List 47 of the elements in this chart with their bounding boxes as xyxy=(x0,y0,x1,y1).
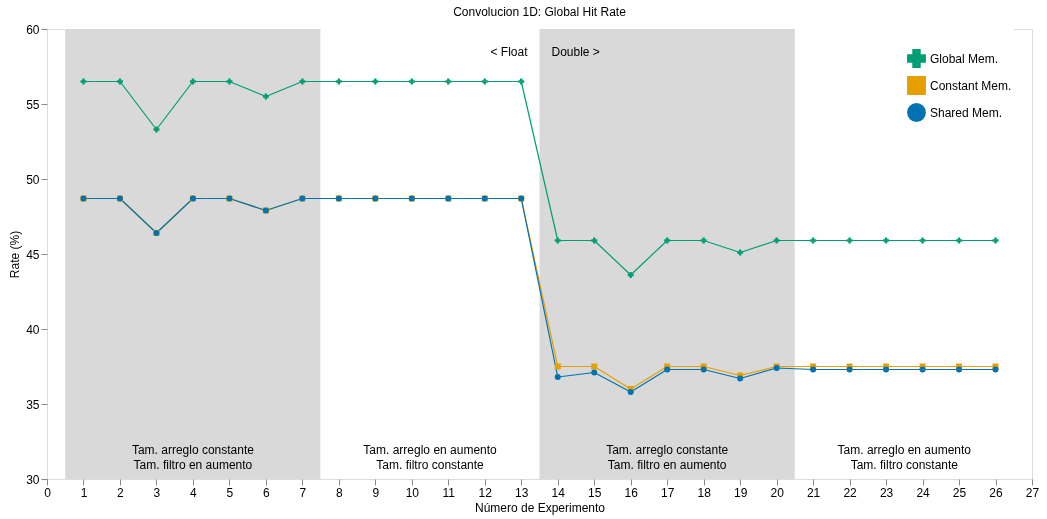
x-tick-label: 7 xyxy=(299,485,307,500)
x-tick-label: 19 xyxy=(733,485,748,500)
x-tick-label: 6 xyxy=(263,485,271,500)
x-tick-label: 11 xyxy=(442,485,456,500)
x-tick-label: 20 xyxy=(770,485,785,500)
x-tick-label: 8 xyxy=(336,485,344,500)
x-tick-label: 10 xyxy=(405,485,420,500)
x-tick-label: 17 xyxy=(661,485,675,500)
x-tick-label: 22 xyxy=(843,485,858,500)
y-tick-label: 45 xyxy=(26,247,40,262)
x-tick-label: 9 xyxy=(372,485,380,500)
x-tick-label: 1 xyxy=(80,485,88,500)
y-tick-label: 60 xyxy=(26,22,40,37)
x-tick-label: 12 xyxy=(478,485,493,500)
band-label: Tam. arreglo en aumento Tam. filtro constante xyxy=(837,443,972,472)
x-tick-label: 24 xyxy=(916,485,931,500)
x-tick-label: 14 xyxy=(551,485,566,500)
y-tick-label: 40 xyxy=(26,322,40,337)
y-tick-label: 35 xyxy=(26,397,40,412)
x-tick-label: 0 xyxy=(44,485,52,500)
x-tick-label: 23 xyxy=(879,485,894,500)
x-tick-label: 15 xyxy=(588,485,602,500)
x-tick-label: 5 xyxy=(226,485,234,500)
y-tick-label: 30 xyxy=(26,472,40,487)
x-tick-label: 2 xyxy=(117,485,125,500)
x-tick-label: 4 xyxy=(190,485,198,500)
annotation: < Float xyxy=(490,45,529,59)
x-axis-title: Número de Experimento xyxy=(474,500,606,515)
x-tick-label: 25 xyxy=(952,485,967,500)
x-tick-label: 26 xyxy=(989,485,1004,500)
y-tick-label: 55 xyxy=(26,97,40,112)
y-axis-title: Rate (%) xyxy=(8,230,23,279)
legend-label: Constant Mem. xyxy=(930,78,1012,93)
band-label: Tam. arreglo en aumento Tam. filtro constante xyxy=(363,443,498,472)
band-label: Tam. arreglo constante Tam. filtro en aumento xyxy=(131,443,255,472)
x-tick-label: 27 xyxy=(1025,485,1040,500)
chart-title: Convolucion 1D: Global Hit Rate xyxy=(453,5,627,19)
legend-label: Global Mem. xyxy=(930,51,999,66)
x-tick-label: 3 xyxy=(153,485,161,500)
annotation: Double > xyxy=(551,45,600,59)
band-label: Tam. arreglo constante Tam. filtro en aumento xyxy=(606,443,729,472)
x-tick-label: 21 xyxy=(806,485,821,500)
x-tick-label: 16 xyxy=(624,485,639,500)
y-tick-label: 50 xyxy=(26,172,40,187)
x-tick-label: 18 xyxy=(697,485,712,500)
x-tick-label: 13 xyxy=(515,485,529,500)
legend-label: Shared Mem. xyxy=(930,105,1003,120)
